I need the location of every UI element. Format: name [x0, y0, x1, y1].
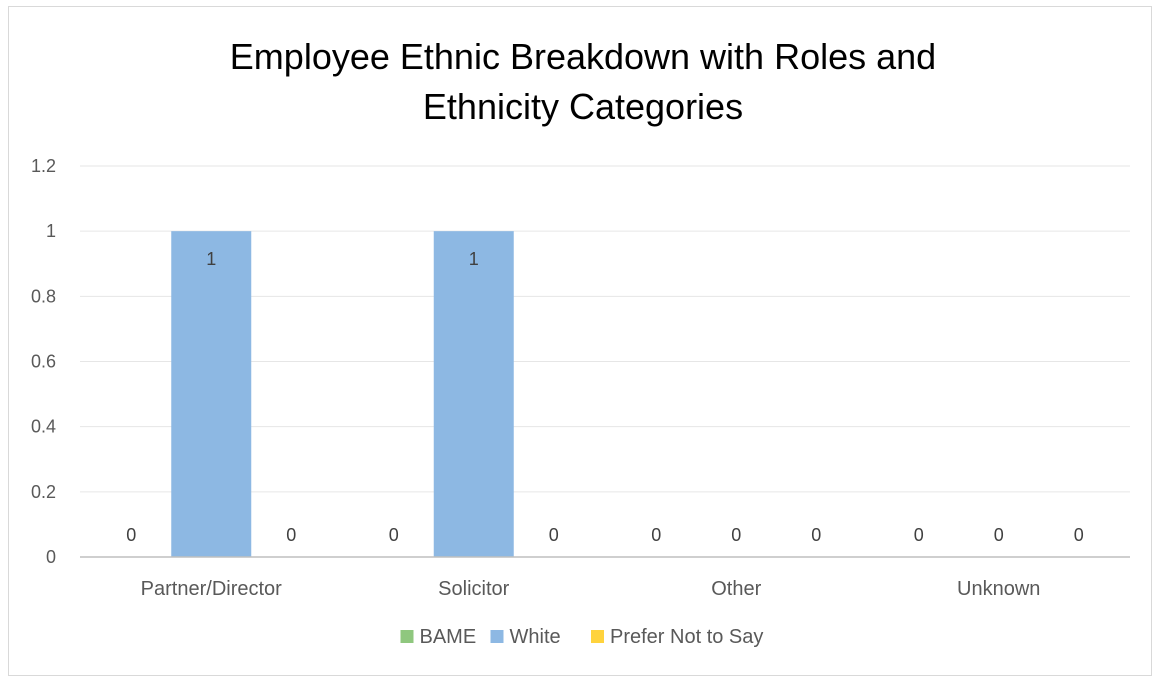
x-axis-categories: Partner/Director Solicitor Other Unknown [141, 578, 1041, 600]
chart-title-line-2: Ethnicity Categories [422, 86, 744, 127]
legend-label: BAME [420, 626, 477, 648]
data-label: 0 [389, 525, 399, 545]
bar [433, 231, 514, 557]
data-label: 1 [206, 249, 216, 269]
data-label: 0 [286, 525, 296, 545]
legend: BAME White Prefer Not to Say [400, 626, 763, 648]
data-label: 1 [469, 249, 479, 269]
data-label: 0 [126, 525, 136, 545]
bars [171, 231, 514, 557]
data-label: 0 [731, 525, 741, 545]
legend-swatch [490, 630, 504, 643]
y-tick-label: 0.2 [31, 482, 56, 502]
data-labels: 0 1 0 0 1 0 0 0 0 0 0 0 [126, 249, 1084, 545]
data-label: 0 [811, 525, 821, 545]
legend-swatch [400, 630, 414, 643]
x-category-label: Other [711, 578, 761, 600]
x-category-label: Solicitor [438, 578, 509, 600]
data-label: 0 [914, 525, 924, 545]
data-label: 0 [994, 525, 1004, 545]
legend-label: White [510, 626, 561, 648]
y-tick-label: 0.8 [31, 286, 56, 306]
y-tick-label: 1.2 [31, 156, 56, 176]
legend-label: Prefer Not to Say [610, 626, 763, 648]
y-tick-label: 0.6 [31, 352, 56, 372]
x-category-label: Partner/Director [141, 578, 282, 600]
data-label: 0 [549, 525, 559, 545]
x-category-label: Unknown [957, 578, 1040, 600]
legend-swatch [591, 630, 604, 643]
data-label: 0 [1074, 525, 1084, 545]
y-tick-label: 0 [46, 547, 56, 567]
y-tick-label: 0.4 [31, 417, 56, 437]
data-label: 0 [651, 525, 661, 545]
chart-title: Employee Ethnic Breakdown with Roles and… [0, 32, 1154, 132]
y-axis-ticks: 0 0.2 0.4 0.6 0.8 1 1.2 [31, 156, 56, 567]
bar [171, 231, 252, 557]
chart-title-line-1: Employee Ethnic Breakdown with Roles and [229, 36, 937, 77]
y-tick-label: 1 [46, 221, 56, 241]
gridlines [80, 165, 1130, 493]
